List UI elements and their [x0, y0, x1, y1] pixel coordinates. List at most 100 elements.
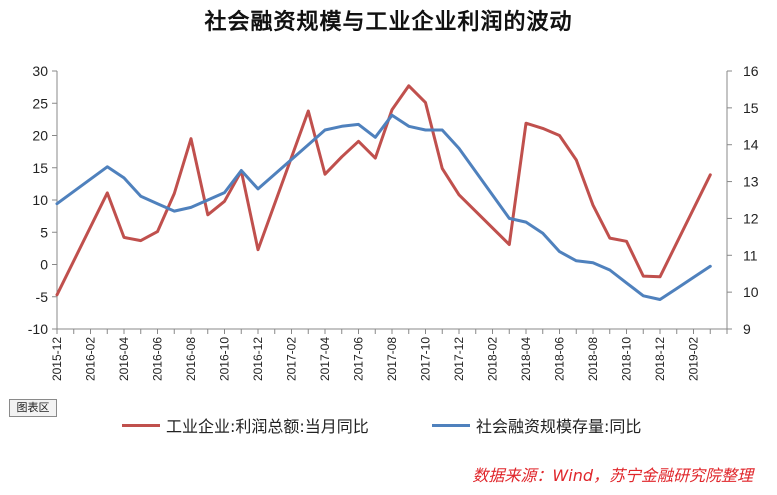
x-tick-label: 2018-02	[486, 337, 500, 381]
data-point-profit	[457, 193, 461, 196]
data-point-social-financing	[374, 136, 377, 139]
x-tick-label: 2018-08	[586, 337, 600, 381]
y-left-tick-label: 15	[32, 160, 48, 176]
data-point-social-financing	[122, 176, 126, 180]
y-left-tick-label: 30	[32, 63, 48, 79]
data-point-social-financing	[407, 125, 410, 128]
data-point-profit	[407, 84, 410, 88]
data-point-profit	[508, 243, 511, 246]
data-point-social-financing	[106, 165, 109, 168]
x-tick-label: 2016-12	[251, 337, 265, 381]
data-point-profit	[424, 101, 427, 104]
legend-item-profit[interactable]: 工业企业:利润总额:当月同比	[122, 410, 369, 440]
chart-area-button[interactable]: 图表区	[9, 399, 57, 417]
data-point-profit	[173, 192, 176, 195]
data-point-social-financing	[240, 169, 243, 172]
y-right-tick-label: 13	[743, 174, 759, 190]
data-point-social-financing	[675, 287, 678, 290]
data-point-social-financing	[575, 259, 578, 262]
y-left-tick-label: -5	[36, 289, 49, 305]
data-point-profit	[709, 173, 712, 176]
data-point-social-financing	[441, 128, 444, 132]
chart-title: 社会融资规模与工业企业利润的波动	[204, 10, 573, 35]
y-left-tick-label: 5	[40, 224, 48, 240]
data-point-social-financing	[642, 294, 645, 297]
data-point-profit	[256, 248, 260, 251]
data-point-profit	[189, 137, 193, 140]
data-point-profit	[558, 134, 561, 137]
y-right-tick-label: 16	[743, 63, 759, 79]
data-point-social-financing	[189, 206, 193, 209]
x-tick-label: 2017-12	[452, 337, 466, 381]
data-point-profit	[323, 173, 327, 176]
data-point-social-financing	[307, 143, 310, 146]
x-tick-label: 2017-08	[385, 337, 399, 381]
data-point-social-financing	[508, 217, 511, 220]
data-point-profit	[340, 155, 343, 158]
data-point-profit	[55, 293, 59, 296]
y-right-tick-label: 12	[743, 210, 759, 226]
x-tick-label: 2018-06	[553, 337, 567, 381]
data-point-social-financing	[223, 191, 226, 194]
data-point-profit	[374, 156, 377, 160]
data-point-profit	[591, 204, 595, 207]
data-point-social-financing	[658, 298, 662, 301]
data-point-profit	[156, 230, 159, 233]
x-tick-label: 2018-12	[653, 337, 667, 381]
x-tick-label: 2016-06	[151, 337, 165, 381]
data-point-social-financing	[340, 125, 343, 128]
data-point-social-financing	[357, 123, 360, 126]
data-point-social-financing	[424, 128, 427, 132]
data-point-profit	[223, 200, 226, 203]
data-point-social-financing	[256, 187, 260, 191]
data-point-social-financing	[558, 250, 561, 253]
x-tick-label: 2019-02	[687, 337, 701, 381]
data-point-social-financing	[591, 261, 595, 264]
y-right-tick-label: 15	[743, 100, 759, 116]
data-point-profit	[625, 240, 628, 243]
x-tick-label: 2016-10	[218, 337, 232, 381]
data-point-social-financing	[173, 209, 176, 213]
y-left-tick-label: 10	[32, 192, 48, 208]
data-point-profit	[390, 108, 394, 111]
data-point-social-financing	[390, 114, 394, 117]
data-point-profit	[357, 140, 360, 143]
x-tick-label: 2017-04	[318, 337, 332, 381]
legend: 工业企业:利润总额:当月同比 社会融资规模存量:同比	[0, 410, 777, 440]
data-point-profit	[608, 236, 611, 240]
x-tick-label: 2017-06	[352, 337, 366, 381]
data-point-social-financing	[206, 198, 209, 202]
data-point-social-financing	[541, 232, 544, 235]
x-tick-label: 2016-04	[117, 337, 131, 381]
data-point-social-financing	[139, 195, 142, 198]
y-right-tick-label: 10	[743, 284, 759, 300]
y-left-tick-label: 0	[40, 257, 48, 273]
data-point-social-financing	[608, 268, 611, 272]
source-note: 数据来源：Wind，苏宁金融研究院整理	[472, 466, 753, 485]
data-point-profit	[206, 213, 209, 216]
data-point-social-financing	[692, 276, 695, 279]
data-point-profit	[106, 191, 109, 195]
y-right-tick-label: 14	[743, 137, 759, 153]
data-point-profit	[122, 236, 126, 239]
y-left-tick-label: 25	[32, 95, 48, 111]
x-tick-label: 2018-04	[519, 337, 533, 381]
data-point-profit	[575, 158, 578, 162]
data-point-social-financing	[625, 281, 628, 285]
legend-item-social-financing[interactable]: 社会融资规模存量:同比	[432, 410, 641, 440]
data-point-profit	[139, 239, 142, 242]
data-point-social-financing	[323, 128, 327, 132]
data-point-social-financing	[457, 147, 461, 150]
data-point-profit	[658, 275, 662, 278]
data-point-profit	[441, 167, 444, 170]
legend-label-profit: 工业企业:利润总额:当月同比	[166, 417, 369, 436]
series-line-social-financing[interactable]	[55, 113, 712, 301]
legend-label-social-financing: 社会融资规模存量:同比	[476, 417, 642, 436]
y-left-tick-label: 20	[32, 128, 48, 144]
data-point-social-financing	[55, 202, 59, 205]
y-right-tick-label: 9	[743, 321, 751, 337]
data-point-profit	[524, 122, 528, 125]
series-line-profit[interactable]	[55, 84, 712, 297]
data-point-profit	[642, 274, 645, 278]
